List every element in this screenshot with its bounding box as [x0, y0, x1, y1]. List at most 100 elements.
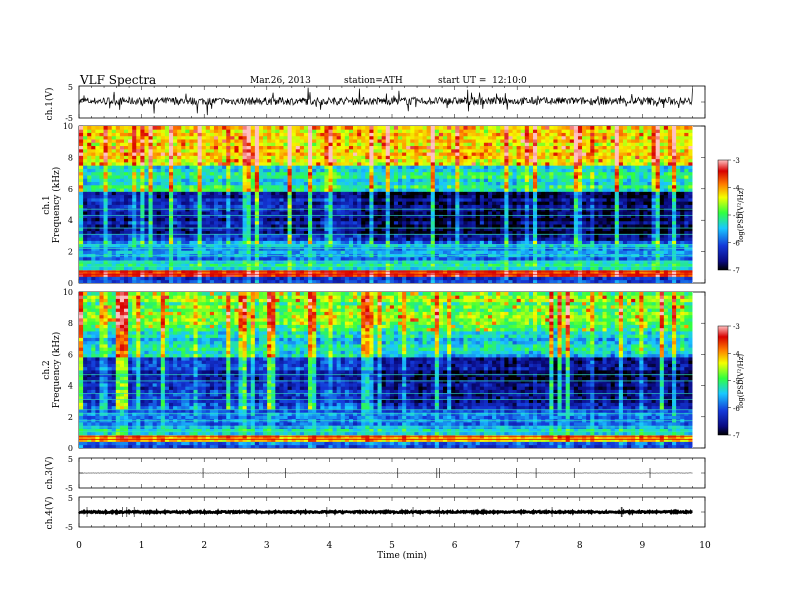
spectrogram-cell	[140, 205, 144, 209]
spectrogram-cell	[537, 224, 541, 228]
spectrogram-cell	[316, 188, 320, 192]
spectrogram-cell	[120, 218, 124, 222]
spectrogram-cell	[484, 273, 488, 277]
spectrogram-cell	[144, 276, 148, 280]
spectrogram-cell	[99, 221, 103, 225]
spectrogram-cell	[120, 257, 124, 261]
spectrogram-cell	[623, 237, 627, 241]
spectrogram-cell	[185, 211, 189, 215]
spectrogram-cell	[378, 224, 382, 228]
spectrogram-cell	[169, 270, 173, 274]
spectrogram-cell	[541, 276, 545, 280]
spectrogram-cell	[631, 205, 635, 209]
spectrogram-cell	[353, 270, 357, 274]
spectrogram-cell	[545, 211, 549, 215]
spectrogram-cell	[365, 214, 369, 218]
spectrogram-cell	[247, 185, 251, 189]
spectrogram-cell	[529, 214, 533, 218]
spectrogram-cell	[210, 211, 214, 215]
spectrogram-cell	[316, 273, 320, 277]
spectrogram-cell	[304, 224, 308, 228]
spectrogram-cell	[402, 270, 406, 274]
spectrogram-cell	[177, 188, 181, 192]
spectrogram-cell	[259, 201, 263, 205]
spectrogram-cell	[603, 273, 607, 277]
spectrogram-cell	[410, 273, 414, 277]
spectrogram-cell	[337, 218, 341, 222]
spectrogram-cell	[529, 205, 533, 209]
spectrogram-cell	[267, 214, 271, 218]
spectrogram-cell	[684, 201, 688, 205]
spectrogram-cell	[263, 211, 267, 215]
spectrogram-cell	[116, 198, 120, 202]
spectrogram-cell	[206, 237, 210, 241]
spectrogram-cell	[198, 214, 202, 218]
spectrogram-cell	[382, 188, 386, 192]
spectrogram-cell	[431, 240, 435, 244]
spectrogram-cell	[566, 240, 570, 244]
spectrogram-cell	[353, 276, 357, 280]
spectrogram-cell	[349, 211, 353, 215]
spectrogram-cell	[357, 214, 361, 218]
spectrogram-cell	[476, 267, 480, 271]
spectrogram-cell	[525, 231, 529, 235]
spectrogram-cell	[472, 231, 476, 235]
spectrogram-cell	[300, 257, 304, 261]
spectrogram-cell	[427, 237, 431, 241]
spectrogram-cell	[549, 267, 553, 271]
spectrogram-cell	[386, 211, 390, 215]
spectrogram-cell	[202, 276, 206, 280]
spectrogram-cell	[386, 221, 390, 225]
spectrogram-cell	[108, 273, 112, 277]
spectrogram-cell	[676, 205, 680, 209]
spectrogram-cell	[492, 231, 496, 235]
spectrogram-cell	[541, 214, 545, 218]
spectrogram-cell	[157, 257, 161, 261]
spectrogram-cell	[500, 276, 504, 280]
spectrogram-cell	[247, 270, 251, 274]
spectrogram-cell	[594, 276, 598, 280]
spectrogram-cell	[185, 270, 189, 274]
spectrogram-cell	[267, 224, 271, 228]
spectrogram-cell	[680, 195, 684, 199]
spectrogram-cell	[132, 205, 136, 209]
spectrogram-cell	[230, 237, 234, 241]
spectrogram-cell	[194, 221, 198, 225]
spectrogram-cell	[173, 214, 177, 218]
spectrogram-cell	[390, 221, 394, 225]
spectrogram-cell	[165, 231, 169, 235]
spectrogram-cell	[128, 221, 132, 225]
spectrogram-cell	[140, 267, 144, 271]
spectrogram-cell	[590, 221, 594, 225]
spectrogram-cell	[218, 250, 222, 254]
spectrogram-cell	[480, 201, 484, 205]
spectrogram-cell	[202, 214, 206, 218]
spectrogram-cell	[337, 237, 341, 241]
spectrogram-cell	[537, 231, 541, 235]
spectrogram-cell	[562, 270, 566, 274]
spectrogram-cell	[206, 273, 210, 277]
spectrogram-cell	[112, 211, 116, 215]
spectrogram-cell	[247, 250, 251, 254]
spectrogram-cell	[615, 201, 619, 205]
spectrogram-cell	[104, 257, 108, 261]
spectrogram-cell	[480, 195, 484, 199]
spectrogram-cell	[328, 191, 332, 195]
spectrogram-cell	[463, 221, 467, 225]
spectrogram-cell	[435, 205, 439, 209]
spectrogram-cell	[189, 214, 193, 218]
spectrogram-cell	[83, 198, 87, 202]
spectrogram-cell	[664, 267, 668, 271]
spectrogram-cell	[611, 240, 615, 244]
spectrogram-cell	[586, 280, 590, 284]
spectrogram-cell	[611, 188, 615, 192]
spectrogram-cell	[447, 276, 451, 280]
spectrogram-cell	[688, 221, 692, 225]
spectrogram-cell	[435, 273, 439, 277]
spectrogram-cell	[558, 218, 562, 222]
spectrogram-cell	[247, 191, 251, 195]
spectrogram-cell	[202, 267, 206, 271]
spectrogram-cell	[472, 191, 476, 195]
spectrogram-cell	[259, 185, 263, 189]
spectrogram-cell	[541, 257, 545, 261]
